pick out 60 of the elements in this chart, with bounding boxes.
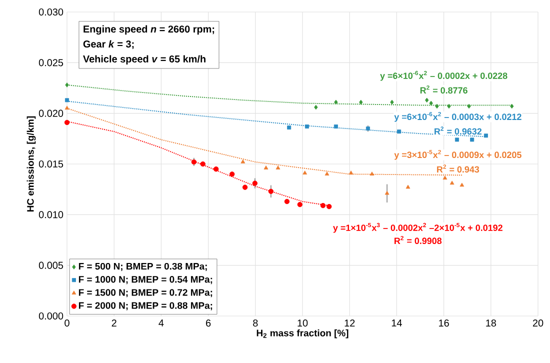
point <box>314 104 318 110</box>
point <box>390 100 394 105</box>
point <box>229 172 235 177</box>
point <box>425 98 429 103</box>
x-tick-label: 18 <box>486 320 496 327</box>
point <box>200 161 206 167</box>
point <box>284 198 290 204</box>
point <box>326 204 332 210</box>
point <box>384 190 390 195</box>
annotation: y =3×10$^{-5}$x$^{2}$ – 0.0009x + 0.0205 <box>394 150 522 160</box>
legend-label: F = 1000 N; BMEP = 0.54 MPa; <box>78 276 212 284</box>
x-tick-label: 12 <box>344 320 355 326</box>
x-axis-title: H$_{2}$ mass fraction [%] <box>256 329 348 338</box>
y-axis-title: HC emissions, [g/km] <box>26 116 36 212</box>
annotation: y =6×10$^{-6}$x$^{2}$ – 0.0003x + 0.0212 <box>394 112 522 122</box>
x-tick-label: 10 <box>298 320 308 327</box>
y-tick-label: 0.030 <box>38 8 64 16</box>
annotation: y =6×10$^{-6}$x$^{2}$ – 0.0002x + 0.0228 <box>380 70 508 81</box>
y-tick-label: 0.025 <box>38 59 64 66</box>
point <box>334 100 338 105</box>
y-tick-label: 0.015 <box>38 160 64 168</box>
point <box>447 104 451 109</box>
annotation: Engine speed n = 2660 rpm; <box>84 25 214 35</box>
point <box>213 166 219 172</box>
annotation: R$^{2}$ = 0.9908 <box>394 236 442 244</box>
legend-label: F = 500 N; BMEP = 0.38 MPa; <box>78 262 207 272</box>
point <box>359 100 363 105</box>
legend-label: F = 2000 N; BMEP = 0.88 MPa; <box>78 302 212 310</box>
annotation: Vehicle speed v = 65 km/h <box>83 55 206 64</box>
annotation: R$^{2}$ = 0.8776 <box>420 85 468 94</box>
x-tick-label: 14 <box>392 320 402 326</box>
point <box>435 104 439 109</box>
x-tick-label: 4 <box>158 320 164 326</box>
x-tick-label: 20 <box>532 320 544 327</box>
legend-label: F = 1500 N; BMEP = 0.72 MPa; <box>78 289 212 298</box>
y-tick-label: 0.020 <box>38 110 64 117</box>
x-tick-label: 16 <box>439 320 449 327</box>
x-tick-label: 0 <box>64 320 70 327</box>
annotation: Gear k = 3; <box>83 40 134 50</box>
annotation: R$^{2}$ = 0.9632 <box>434 126 482 135</box>
point <box>467 104 471 109</box>
point <box>65 82 69 88</box>
point <box>240 159 246 164</box>
point <box>320 202 326 208</box>
point <box>268 188 274 194</box>
y-tick-label: 0.010 <box>38 211 64 218</box>
annotation: R$^{2}$ = 0.943 <box>437 164 480 173</box>
point <box>242 184 248 190</box>
point <box>191 159 197 165</box>
y-tick-label: 0.005 <box>38 262 64 269</box>
point <box>64 120 70 126</box>
point <box>297 202 303 208</box>
point <box>252 180 258 186</box>
x-tick-label: 6 <box>206 320 211 327</box>
point <box>429 100 433 106</box>
text: y =1×10$^{-5}$x$^{3}$ – 0.0002x$^{2}$ –2×10$^{-5}$x + 0.0192 <box>333 222 502 233</box>
y-tick-label: 0.000 <box>38 312 64 320</box>
x-tick-label: 2 <box>112 320 116 326</box>
x-tick-label: 8 <box>253 320 258 327</box>
point <box>510 104 514 109</box>
